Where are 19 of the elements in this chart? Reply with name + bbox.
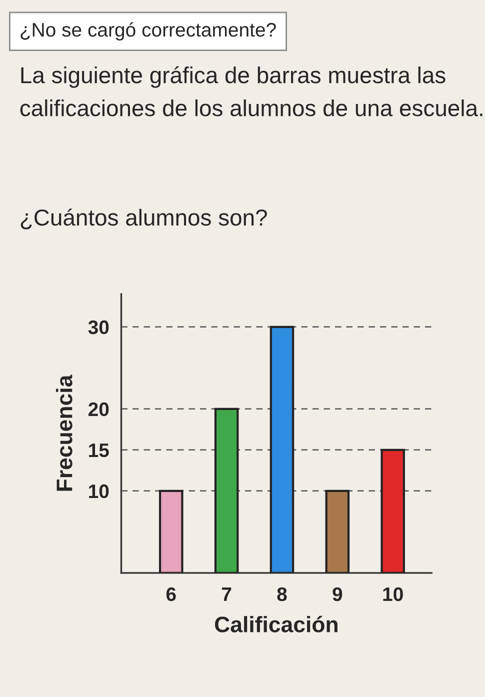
y-tick-label: 15 <box>89 444 109 458</box>
chart-title: La siguiente gráfica de barras muestra las calificaciones de los alumnos de una escuela. <box>20 66 482 116</box>
bar <box>159 490 184 573</box>
bar <box>380 448 405 573</box>
bar <box>214 408 239 573</box>
chart-subtitle: ¿Cuántos alumnos son? <box>20 208 267 230</box>
x-tick-label: 7 <box>222 588 232 601</box>
bar <box>325 490 350 573</box>
y-tick-label: 30 <box>88 320 109 334</box>
x-tick-label: 6 <box>166 587 176 602</box>
x-axis-title: Calificación <box>215 616 338 632</box>
y-tick-label: 10 <box>89 484 109 498</box>
y-tick-label: 20 <box>88 402 109 416</box>
text: ¿No se cargó correctamente? <box>20 22 276 41</box>
x-tick-label: 9 <box>332 587 342 602</box>
bar <box>270 326 294 573</box>
y-axis-title: Frecuencia <box>56 374 72 491</box>
x-tick-label: 10 <box>383 587 403 602</box>
x-tick-label: 8 <box>277 587 287 602</box>
